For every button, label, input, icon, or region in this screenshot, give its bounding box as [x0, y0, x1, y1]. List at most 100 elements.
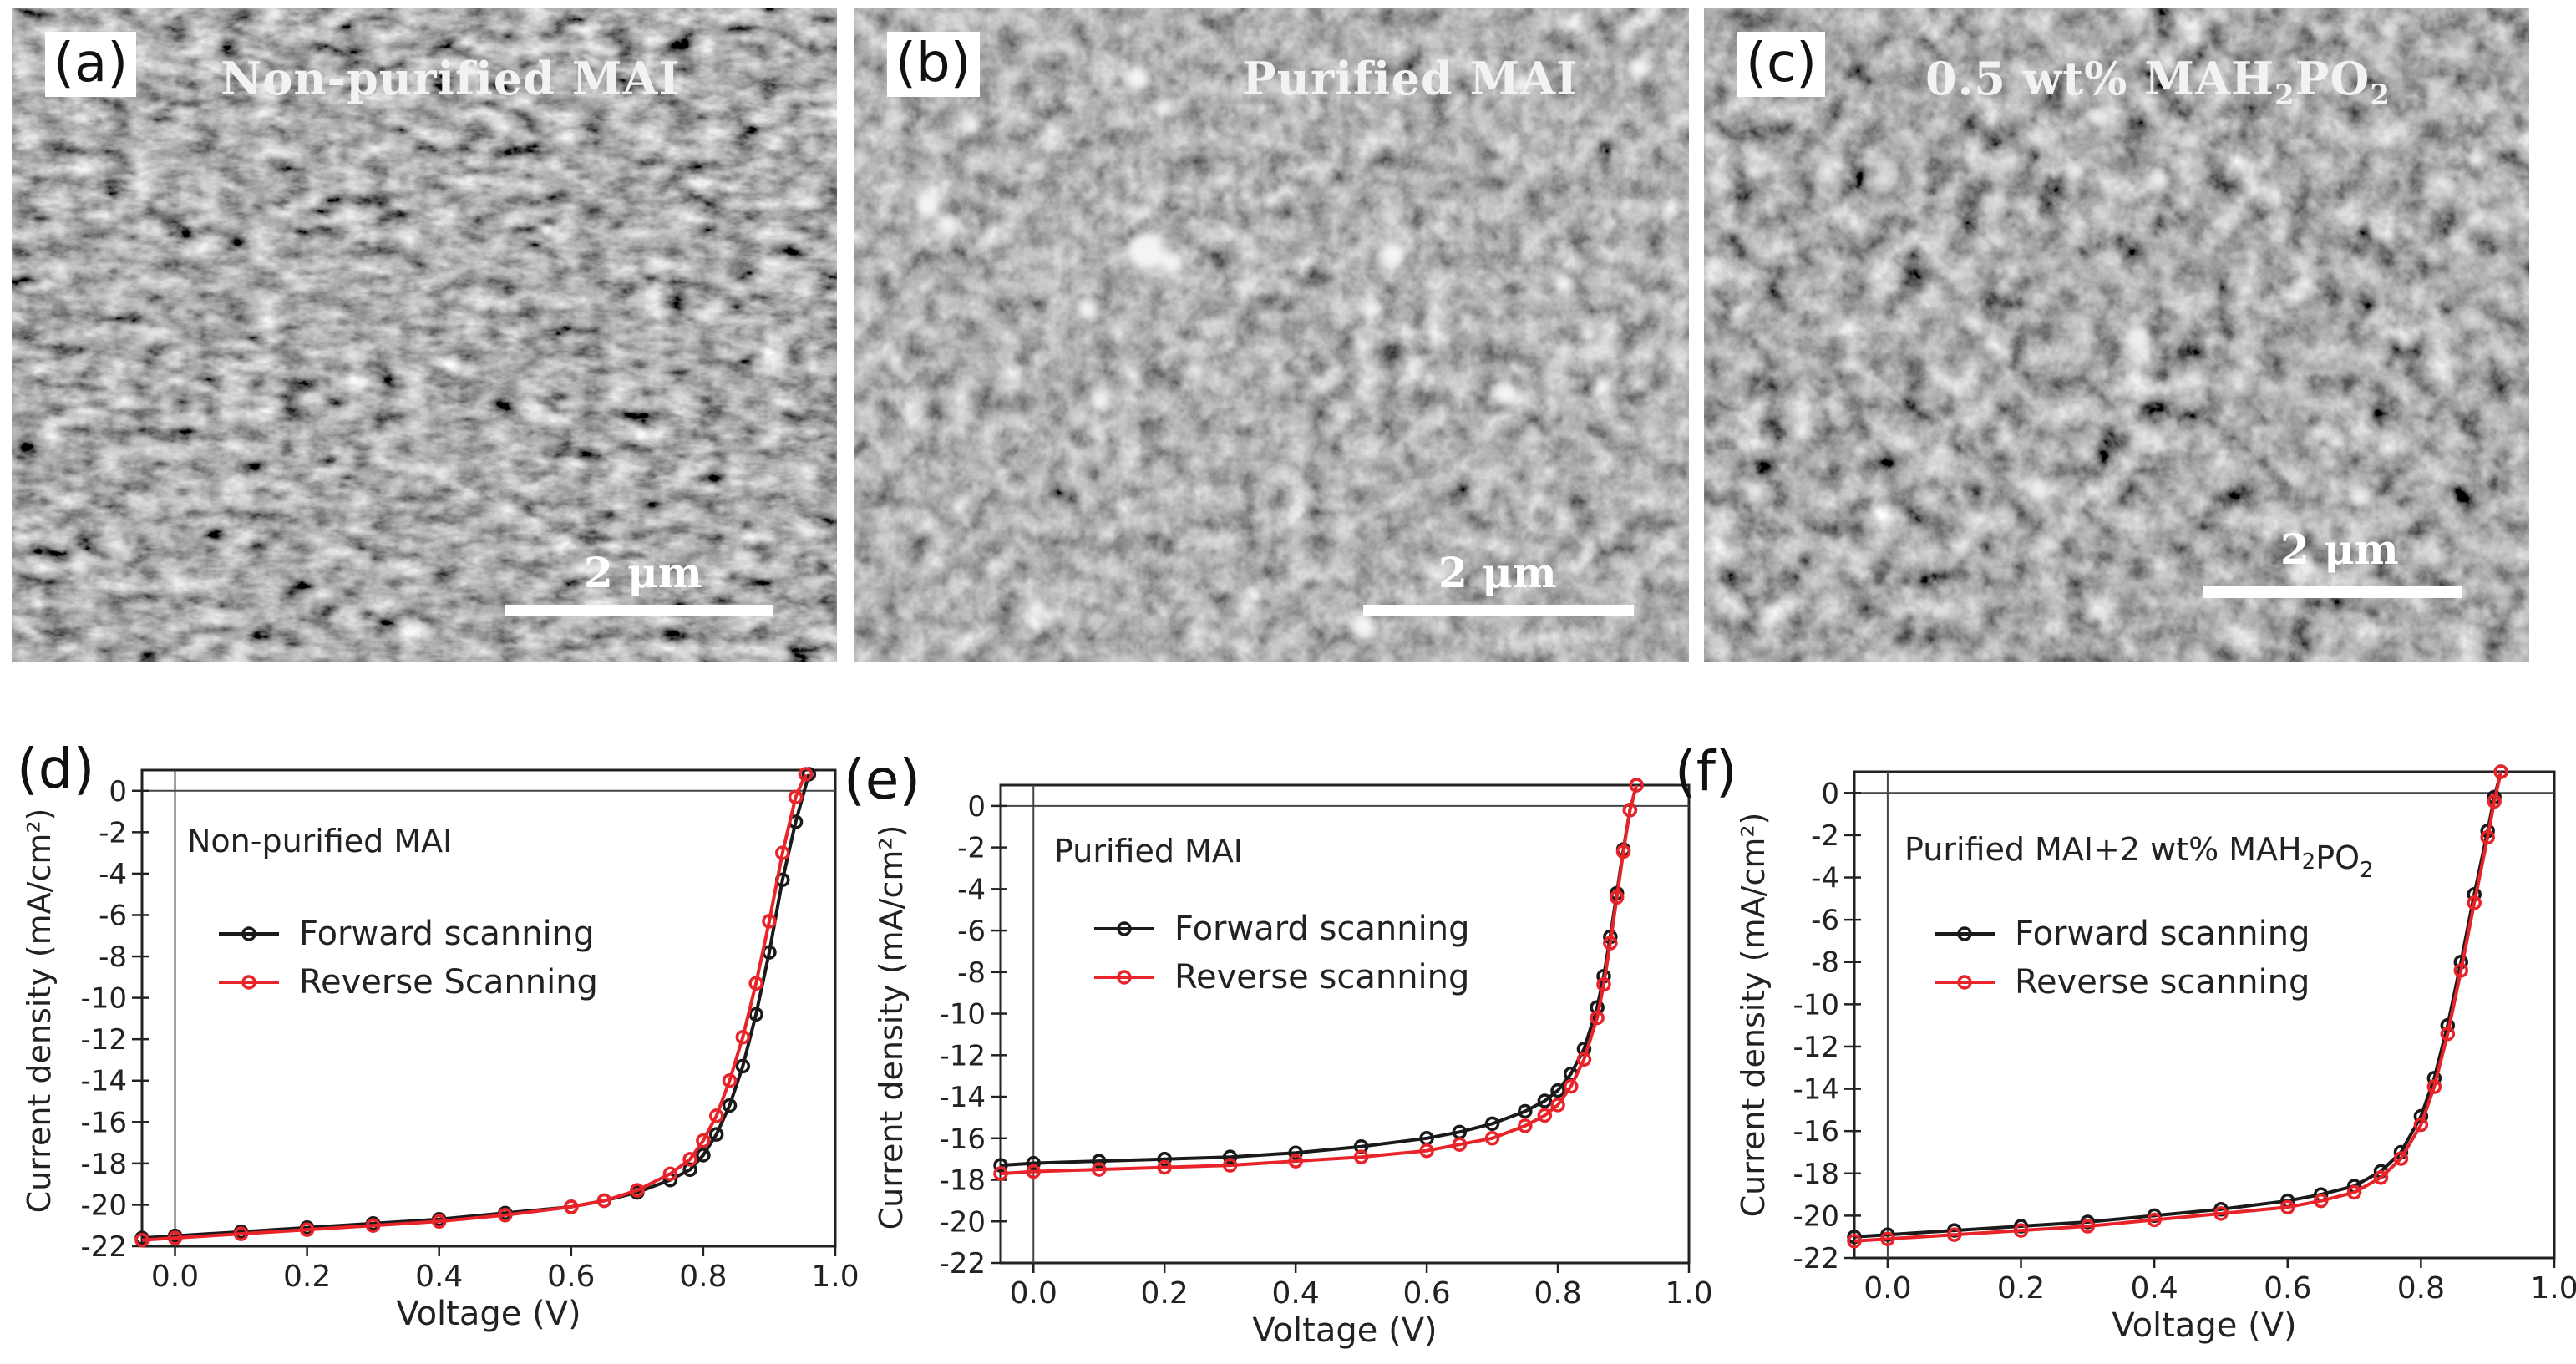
data-point-d-1	[299, 1222, 315, 1237]
data-point-d-1	[233, 1226, 249, 1241]
data-point-d-0	[696, 1148, 711, 1163]
x-tick-label-e: 0.4	[1272, 1276, 1320, 1311]
panel-title-c-sub2: 2	[2370, 78, 2391, 112]
y-axis-title-e: Current density (mA/cm²)	[873, 825, 910, 1230]
data-point-e-1	[1615, 844, 1631, 859]
x-tick-label-d: 0.4	[415, 1260, 463, 1294]
data-point-e-1	[1353, 1149, 1369, 1164]
data-point-d-1	[134, 1232, 150, 1248]
y-tick-label-d: -10	[80, 982, 127, 1016]
data-point-d-0	[748, 1007, 763, 1022]
data-point-f-1	[2013, 1223, 2029, 1238]
annotation-text-f: PO	[2315, 839, 2360, 876]
y-tick-label-d: -4	[99, 858, 127, 891]
data-point-e-0	[1222, 1149, 1238, 1164]
data-point-e-0	[1484, 1116, 1500, 1132]
y-tick-label-f: -8	[1811, 946, 1839, 980]
y-tick-label-e: -20	[939, 1205, 986, 1239]
bright-grains-c	[1747, 109, 2485, 507]
x-tick-label-f: 1.0	[2530, 1271, 2576, 1306]
y-tick-label-f: -2	[1811, 819, 1839, 853]
x-tick-label-d: 0.6	[547, 1260, 595, 1294]
data-point-e-1	[1609, 890, 1625, 905]
y-tick-label-d: -16	[80, 1106, 127, 1139]
data-point-e-0	[1288, 1145, 1303, 1160]
y-tick-label-f: -22	[1793, 1242, 1839, 1275]
data-point-e-1	[1563, 1078, 1579, 1094]
data-point-d-0	[722, 1098, 738, 1113]
x-tick-label-f: 0.2	[1997, 1271, 2045, 1306]
data-point-f-1	[2346, 1184, 2362, 1200]
data-point-d-1	[798, 767, 814, 782]
data-point-e-1	[1622, 803, 1638, 818]
y-tick-label-e: -2	[957, 832, 986, 865]
data-point-f-1	[2280, 1199, 2295, 1215]
legend-label-f-1: Reverse scanning	[2015, 963, 2310, 1001]
legend-marker-d-0	[241, 926, 256, 941]
data-point-e-1	[1518, 1118, 1533, 1133]
sem-texture-a	[12, 8, 837, 662]
data-point-f-1	[2493, 764, 2508, 779]
panel-label-a: (a)	[45, 32, 137, 97]
y-tick-label-f: -6	[1811, 904, 1839, 937]
data-point-f-1	[2313, 1193, 2329, 1209]
scale-bar-a	[505, 605, 773, 616]
panel-title-c-sub1: 2	[2274, 78, 2295, 112]
y-tick-label-f: -4	[1811, 862, 1839, 895]
y-tick-label-e: -8	[957, 956, 986, 990]
panel-title-c: 0.5 wt% MAH2PO2	[1925, 52, 2391, 112]
sem-panel-a: (a) Non-purified MAI 2 μm	[12, 8, 837, 662]
data-point-d-1	[735, 1029, 751, 1045]
legend-marker-f-1	[1957, 975, 1972, 990]
x-tick-label-d: 0.0	[151, 1260, 199, 1294]
series-line-d-1	[141, 773, 808, 1242]
x-tick-label-e: 0.6	[1402, 1276, 1450, 1311]
y-axis-title-f: Current density (mA/cm²)	[1735, 813, 1772, 1218]
bright-particles-b	[888, 57, 1649, 638]
y-tick-label-e: -22	[939, 1247, 986, 1280]
data-point-d-1	[722, 1072, 738, 1088]
data-point-e-1	[1603, 936, 1618, 951]
y-tick-label-d: -12	[80, 1023, 127, 1057]
data-point-f-1	[2373, 1170, 2389, 1185]
legend-marker-d-1	[241, 975, 256, 990]
scale-bar-c	[2203, 586, 2462, 598]
annotation-subscript-f: 2	[2302, 849, 2316, 875]
data-point-f-1	[2440, 1027, 2456, 1042]
series-line-e-1	[1000, 784, 1639, 1176]
data-point-f-1	[2467, 895, 2482, 910]
chart-annotation-e: Purified MAI	[1054, 833, 1243, 870]
legend-marker-e-0	[1117, 921, 1132, 936]
data-point-d-1	[630, 1183, 645, 1198]
chart-panel-label-d: (d)	[17, 737, 94, 801]
data-point-e-1	[1026, 1164, 1041, 1179]
data-point-e-1	[1288, 1154, 1303, 1169]
data-point-d-1	[762, 914, 777, 929]
panel-title-c-text: 0.5 wt% MAH	[1925, 52, 2274, 105]
data-point-d-0	[708, 1127, 724, 1142]
data-point-e-1	[1452, 1137, 1468, 1152]
x-tick-label-f: 0.6	[2264, 1271, 2311, 1306]
x-tick-label-d: 1.0	[811, 1260, 859, 1294]
data-point-f-1	[2453, 963, 2469, 978]
y-tick-label-d: 0	[109, 775, 127, 809]
data-point-e-1	[1484, 1131, 1500, 1146]
x-tick-label-f: 0.8	[2397, 1271, 2445, 1306]
y-tick-label-f: -10	[1793, 988, 1839, 1022]
data-point-e-0	[1537, 1093, 1553, 1108]
data-point-e-1	[993, 1166, 1008, 1181]
data-point-f-1	[2480, 829, 2495, 845]
data-point-d-1	[696, 1133, 711, 1148]
scale-label-b: 2 μm	[1438, 548, 1557, 597]
data-point-f-1	[2487, 794, 2502, 809]
data-point-e-1	[1550, 1098, 1565, 1113]
data-point-d-1	[431, 1214, 447, 1230]
data-point-e-1	[1576, 1052, 1592, 1067]
annotation-text-f: Purified MAI+2 wt% MAH	[1904, 831, 2302, 868]
y-tick-label-d: -14	[80, 1065, 127, 1098]
data-point-d-1	[662, 1166, 678, 1182]
data-point-e-0	[1157, 1151, 1172, 1167]
x-tick-label-e: 1.0	[1665, 1276, 1712, 1311]
x-axis-title-d: Voltage (V)	[396, 1295, 581, 1333]
